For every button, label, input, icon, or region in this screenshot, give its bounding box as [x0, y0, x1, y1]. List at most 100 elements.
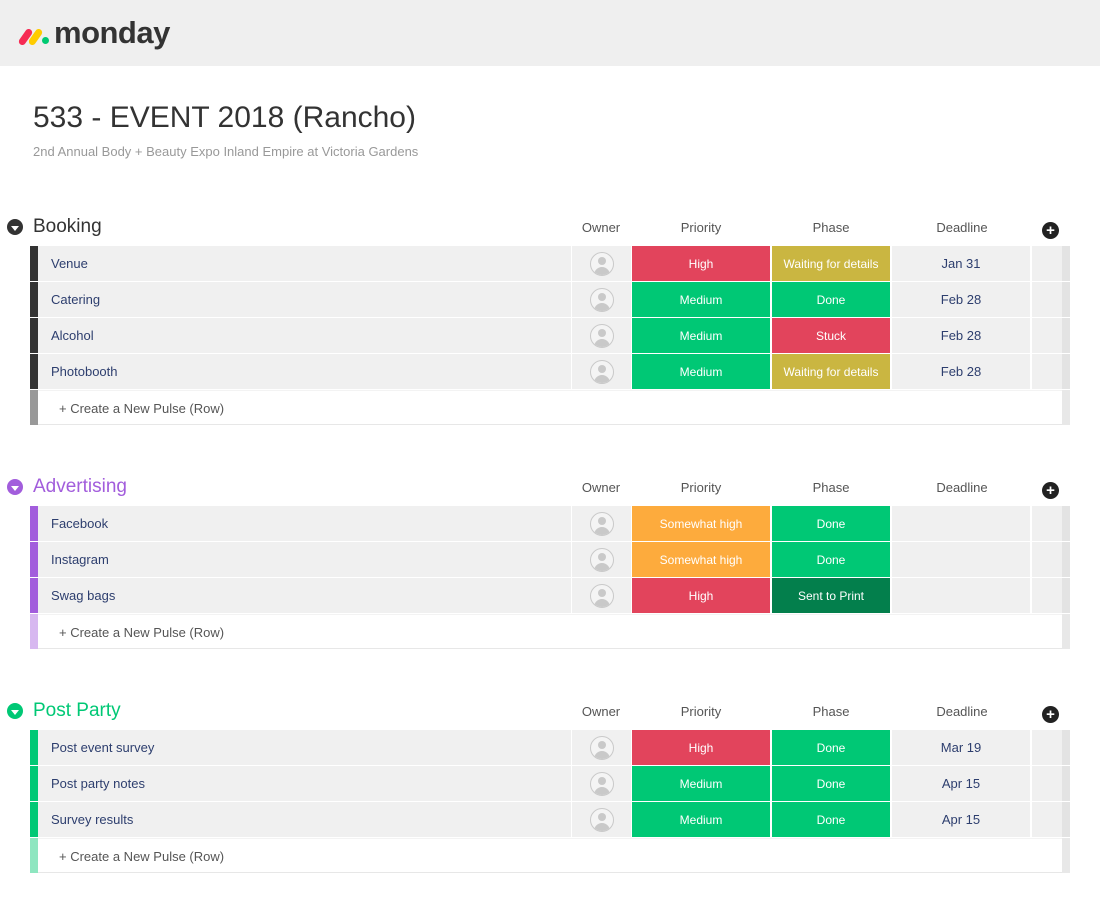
deadline-cell[interactable]: Feb 28: [892, 282, 1030, 317]
column-header-phase[interactable]: Phase: [812, 220, 850, 235]
phase-status[interactable]: Waiting for details: [772, 354, 890, 389]
pulse-name[interactable]: Venue: [51, 256, 88, 271]
pulse-name-cell[interactable]: Survey results: [38, 802, 571, 837]
table-row[interactable]: Photobooth Medium Waiting for details Fe…: [0, 354, 1100, 390]
phase-status[interactable]: Done: [772, 282, 890, 317]
column-header-owner[interactable]: Owner: [581, 480, 621, 495]
owner-cell[interactable]: [572, 318, 631, 353]
new-pulse-input[interactable]: + Create a New Pulse (Row): [38, 838, 1062, 873]
create-new-pulse-label[interactable]: + Create a New Pulse (Row): [59, 401, 225, 416]
column-header-owner[interactable]: Owner: [581, 220, 621, 235]
deadline-cell[interactable]: Feb 28: [892, 318, 1030, 353]
phase-status[interactable]: Waiting for details: [772, 246, 890, 281]
board-title[interactable]: 533 - EVENT 2018 (Rancho): [33, 101, 416, 134]
column-header-deadline[interactable]: Deadline: [936, 704, 988, 719]
pulse-name[interactable]: Swag bags: [51, 588, 116, 603]
owner-cell[interactable]: [572, 246, 631, 281]
priority-status[interactable]: Medium: [632, 766, 770, 801]
pulse-name[interactable]: Post event survey: [51, 740, 155, 755]
priority-status[interactable]: High: [632, 578, 770, 613]
table-row[interactable]: Venue High Waiting for details Jan 31: [0, 246, 1100, 282]
pulse-name-cell[interactable]: Photobooth: [38, 354, 571, 389]
table-row[interactable]: Swag bags High Sent to Print: [0, 578, 1100, 614]
board-description[interactable]: 2nd Annual Body + Beauty Expo Inland Emp…: [33, 144, 419, 159]
monday-logo[interactable]: monday: [17, 16, 170, 50]
deadline-cell[interactable]: Mar 19: [892, 730, 1030, 765]
pulse-name-cell[interactable]: Catering: [38, 282, 571, 317]
priority-status[interactable]: Medium: [632, 282, 770, 317]
deadline-cell[interactable]: Jan 31: [892, 246, 1030, 281]
phase-status[interactable]: Stuck: [772, 318, 890, 353]
create-new-pulse-label[interactable]: + Create a New Pulse (Row): [59, 849, 225, 864]
phase-status[interactable]: Done: [772, 506, 890, 541]
owner-cell[interactable]: [572, 766, 631, 801]
owner-cell[interactable]: [572, 282, 631, 317]
pulse-name-cell[interactable]: Alcohol: [38, 318, 571, 353]
pulse-name[interactable]: Photobooth: [51, 364, 118, 379]
deadline-cell[interactable]: [892, 506, 1030, 541]
pulse-name-cell[interactable]: Facebook: [38, 506, 571, 541]
collapse-group-icon[interactable]: [7, 219, 23, 235]
add-column-icon[interactable]: +: [1042, 482, 1059, 499]
column-header-deadline[interactable]: Deadline: [936, 480, 988, 495]
deadline-cell[interactable]: Feb 28: [892, 354, 1030, 389]
pulse-name-cell[interactable]: Instagram: [38, 542, 571, 577]
phase-status[interactable]: Sent to Print: [772, 578, 890, 613]
deadline-cell[interactable]: Apr 15: [892, 766, 1030, 801]
create-new-pulse-label[interactable]: + Create a New Pulse (Row): [59, 625, 225, 640]
table-row[interactable]: Alcohol Medium Stuck Feb 28: [0, 318, 1100, 354]
group-title[interactable]: Advertising: [33, 476, 127, 497]
pulse-name[interactable]: Instagram: [51, 552, 109, 567]
priority-status[interactable]: Somewhat high: [632, 542, 770, 577]
pulse-name-cell[interactable]: Post party notes: [38, 766, 571, 801]
table-row[interactable]: Post party notes Medium Done Apr 15: [0, 766, 1100, 802]
column-header-phase[interactable]: Phase: [812, 480, 850, 495]
pulse-name-cell[interactable]: Venue: [38, 246, 571, 281]
column-header-phase[interactable]: Phase: [812, 704, 850, 719]
collapse-group-icon[interactable]: [7, 479, 23, 495]
phase-status[interactable]: Done: [772, 730, 890, 765]
collapse-group-icon[interactable]: [7, 703, 23, 719]
priority-status[interactable]: Medium: [632, 802, 770, 837]
column-header-priority[interactable]: Priority: [680, 480, 722, 495]
pulse-name[interactable]: Alcohol: [51, 328, 94, 343]
phase-status[interactable]: Done: [772, 766, 890, 801]
phase-status[interactable]: Done: [772, 802, 890, 837]
group-title[interactable]: Booking: [33, 216, 102, 237]
table-row[interactable]: Facebook Somewhat high Done: [0, 506, 1100, 542]
add-column-icon[interactable]: +: [1042, 706, 1059, 723]
create-new-pulse-row[interactable]: + Create a New Pulse (Row): [0, 838, 1100, 874]
column-header-owner[interactable]: Owner: [581, 704, 621, 719]
column-header-priority[interactable]: Priority: [680, 704, 722, 719]
pulse-name[interactable]: Survey results: [51, 812, 134, 827]
owner-cell[interactable]: [572, 542, 631, 577]
priority-status[interactable]: Medium: [632, 354, 770, 389]
deadline-cell[interactable]: [892, 542, 1030, 577]
table-row[interactable]: Post event survey High Done Mar 19: [0, 730, 1100, 766]
deadline-cell[interactable]: [892, 578, 1030, 613]
pulse-name[interactable]: Catering: [51, 292, 101, 307]
pulse-name[interactable]: Facebook: [51, 516, 109, 531]
pulse-name-cell[interactable]: Post event survey: [38, 730, 571, 765]
add-column-icon[interactable]: +: [1042, 222, 1059, 239]
priority-status[interactable]: High: [632, 730, 770, 765]
table-row[interactable]: Catering Medium Done Feb 28: [0, 282, 1100, 318]
pulse-name-cell[interactable]: Swag bags: [38, 578, 571, 613]
priority-status[interactable]: Somewhat high: [632, 506, 770, 541]
create-new-pulse-row[interactable]: + Create a New Pulse (Row): [0, 390, 1100, 426]
new-pulse-input[interactable]: + Create a New Pulse (Row): [38, 390, 1062, 425]
column-header-deadline[interactable]: Deadline: [936, 220, 988, 235]
owner-cell[interactable]: [572, 354, 631, 389]
owner-cell[interactable]: [572, 730, 631, 765]
phase-status[interactable]: Done: [772, 542, 890, 577]
group-title[interactable]: Post Party: [33, 700, 121, 721]
column-header-priority[interactable]: Priority: [680, 220, 722, 235]
owner-cell[interactable]: [572, 506, 631, 541]
pulse-name[interactable]: Post party notes: [51, 776, 145, 791]
create-new-pulse-row[interactable]: + Create a New Pulse (Row): [0, 614, 1100, 650]
owner-cell[interactable]: [572, 802, 631, 837]
new-pulse-input[interactable]: + Create a New Pulse (Row): [38, 614, 1062, 649]
priority-status[interactable]: High: [632, 246, 770, 281]
table-row[interactable]: Instagram Somewhat high Done: [0, 542, 1100, 578]
table-row[interactable]: Survey results Medium Done Apr 15: [0, 802, 1100, 838]
